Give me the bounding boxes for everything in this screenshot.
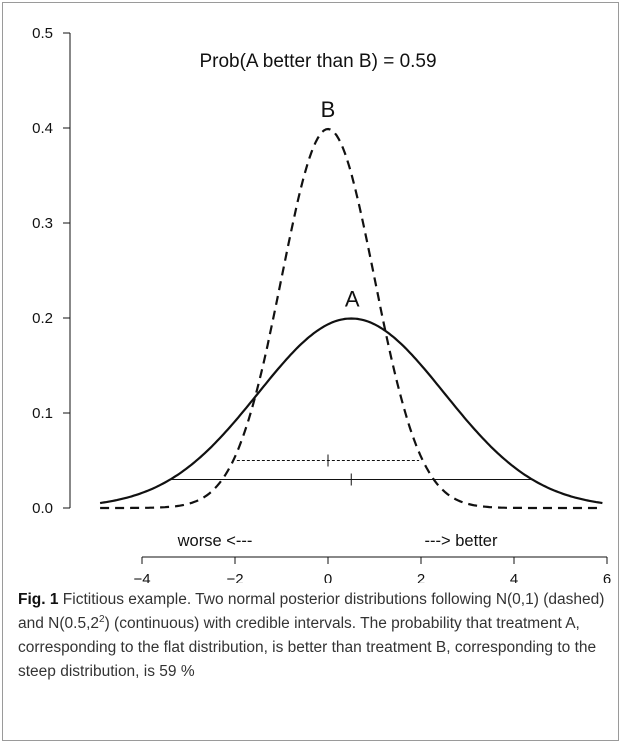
x-tick-label: 6 [603, 571, 611, 583]
caption-text-1: Fictitious example. Two normal posterior… [18, 591, 605, 632]
x-tick-label: 0 [324, 571, 332, 583]
x-tick-label: 2 [417, 571, 425, 583]
y-tick-label: 0.5 [32, 25, 53, 42]
y-tick-label: 0.2 [32, 310, 53, 327]
chart-title: Prob(A better than B) = 0.59 [199, 51, 436, 72]
figure-panel: Prob(A better than B) = 0.59 0.0 0.1 0.2 0.… [2, 2, 619, 741]
figure-caption: Fig. 1 Fictitious example. Two normal po… [18, 588, 616, 684]
caption-superscript: 2 [99, 613, 105, 625]
y-tick-label: 0.3 [32, 215, 53, 232]
series-curve-b [100, 127, 603, 510]
y-tick-label: 0.4 [32, 120, 53, 137]
caption-text-2: ) (continuous) with credible intervals. … [18, 615, 597, 680]
y-tick-label: 0.0 [32, 500, 53, 517]
axes: 0.0 0.1 0.2 0.3 0.4 0.5 −4 −2 0 2 4 6 [32, 25, 611, 583]
plot-marks: AB [99, 97, 603, 510]
x-tick-label: −2 [226, 571, 243, 583]
series-curve-a [99, 317, 603, 505]
caption-label: Fig. 1 [18, 591, 59, 608]
series-label-b: B [321, 97, 336, 122]
x-tick-label: −4 [133, 571, 150, 583]
chart: Prob(A better than B) = 0.59 0.00.10.20.… [32, 25, 611, 583]
axis-note-left: worse <--- [177, 532, 253, 550]
series-label-a: A [345, 287, 360, 312]
y-tick-label: 0.1 [32, 405, 53, 422]
x-tick-label: 4 [510, 571, 518, 583]
axis-note-right: ---> better [425, 532, 498, 550]
